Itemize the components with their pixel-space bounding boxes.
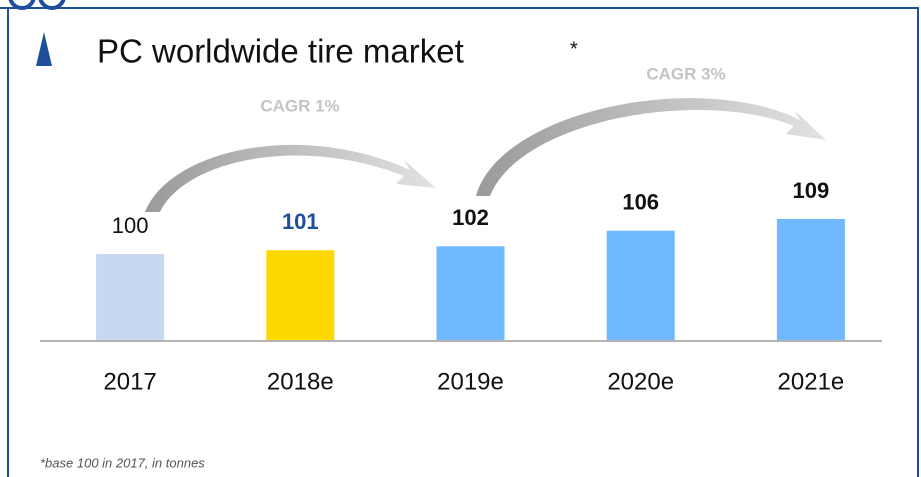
bar [606,230,675,340]
cagr-arrow [145,144,436,212]
title-note: * [570,38,578,60]
logo [38,0,66,10]
annotation: CAGR 1% [260,96,339,115]
x-tick-label: 2017 [103,368,156,395]
value-label: 101 [282,209,319,234]
value-label: 102 [452,205,489,230]
value-label: 109 [793,178,830,203]
bar [436,246,505,340]
x-tick-label: 2021e [778,368,845,395]
frame [0,7,919,477]
bar [96,254,165,340]
footnote: *base 100 in 2017, in tonnes [40,455,205,470]
value-label: 100 [112,213,149,238]
annotation: CAGR 3% [646,64,725,83]
x-tick-label: 2019e [437,368,504,395]
chart-title: PC worldwide tire market [97,33,464,70]
bar [266,250,335,340]
cagr-arrow [476,98,826,196]
x-tick-label: 2018e [267,368,334,395]
bar [776,218,845,340]
x-tick-label: 2020e [607,368,674,395]
logo [8,0,36,10]
value-label: 106 [622,190,659,215]
title-marker [36,32,52,66]
